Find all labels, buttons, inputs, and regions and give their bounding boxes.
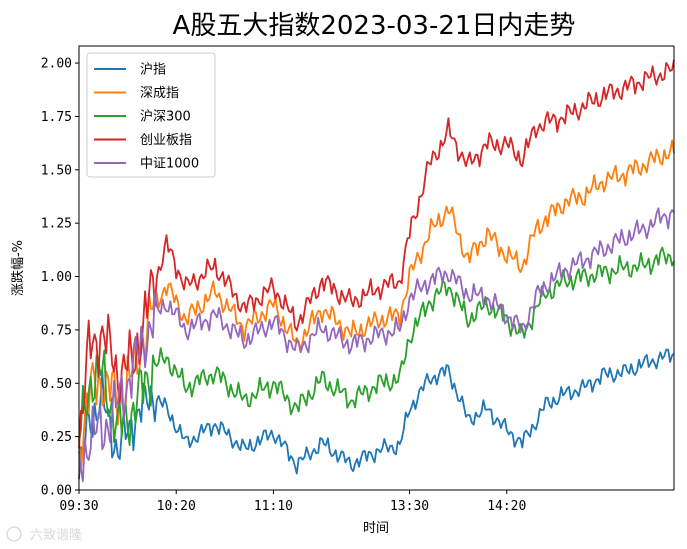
x-axis: 09:30 10:20 11:10 13:30 14:20 [59, 490, 526, 514]
legend-label: 深成指 [140, 86, 179, 101]
series-line-3 [78, 59, 675, 449]
series-line-2 [78, 246, 675, 447]
series-line-1 [78, 139, 675, 472]
chart-title: A股五大指数2023-03-21日内走势 [173, 11, 576, 41]
y-axis: 0.00 0.25 0.50 0.75 1.00 1.25 1.50 1.75 2.00 [41, 57, 79, 499]
watermark-logo-icon [6, 526, 22, 542]
legend-label: 沪深300 [140, 109, 191, 125]
series-line-4 [78, 207, 675, 483]
plot-area-frame [78, 45, 675, 491]
y-tick-label: 0.00 [41, 484, 72, 499]
legend-label: 创业板指 [140, 133, 192, 148]
legend-label: 沪指 [140, 62, 166, 78]
x-tick-label: 11:10 [254, 499, 293, 514]
y-tick-label: 0.50 [41, 377, 72, 392]
legend-box [86, 52, 216, 178]
y-tick-label: 1.00 [41, 270, 72, 285]
y-tick-label: 2.00 [41, 57, 72, 72]
y-tick-label: 1.25 [41, 217, 72, 232]
y-tick-label: 0.25 [41, 430, 72, 445]
legend-label: 中证1000 [140, 157, 199, 172]
y-tick-label: 1.50 [41, 163, 72, 178]
x-tick-label: 14:20 [487, 499, 526, 514]
series-line-0 [78, 348, 675, 480]
x-axis-label: 时间 [363, 521, 389, 536]
x-tick-label: 13:30 [390, 499, 429, 514]
x-tick-label: 09:30 [59, 499, 98, 514]
y-tick-label: 0.75 [41, 323, 72, 338]
series-lines [78, 59, 675, 483]
watermark-text: 六致谐隆 [30, 528, 82, 543]
watermark: 六致谐隆 [6, 526, 82, 543]
y-axis-label: 涨跌幅-% [10, 240, 26, 296]
y-tick-label: 1.75 [41, 110, 72, 125]
x-tick-label: 10:20 [157, 499, 196, 514]
